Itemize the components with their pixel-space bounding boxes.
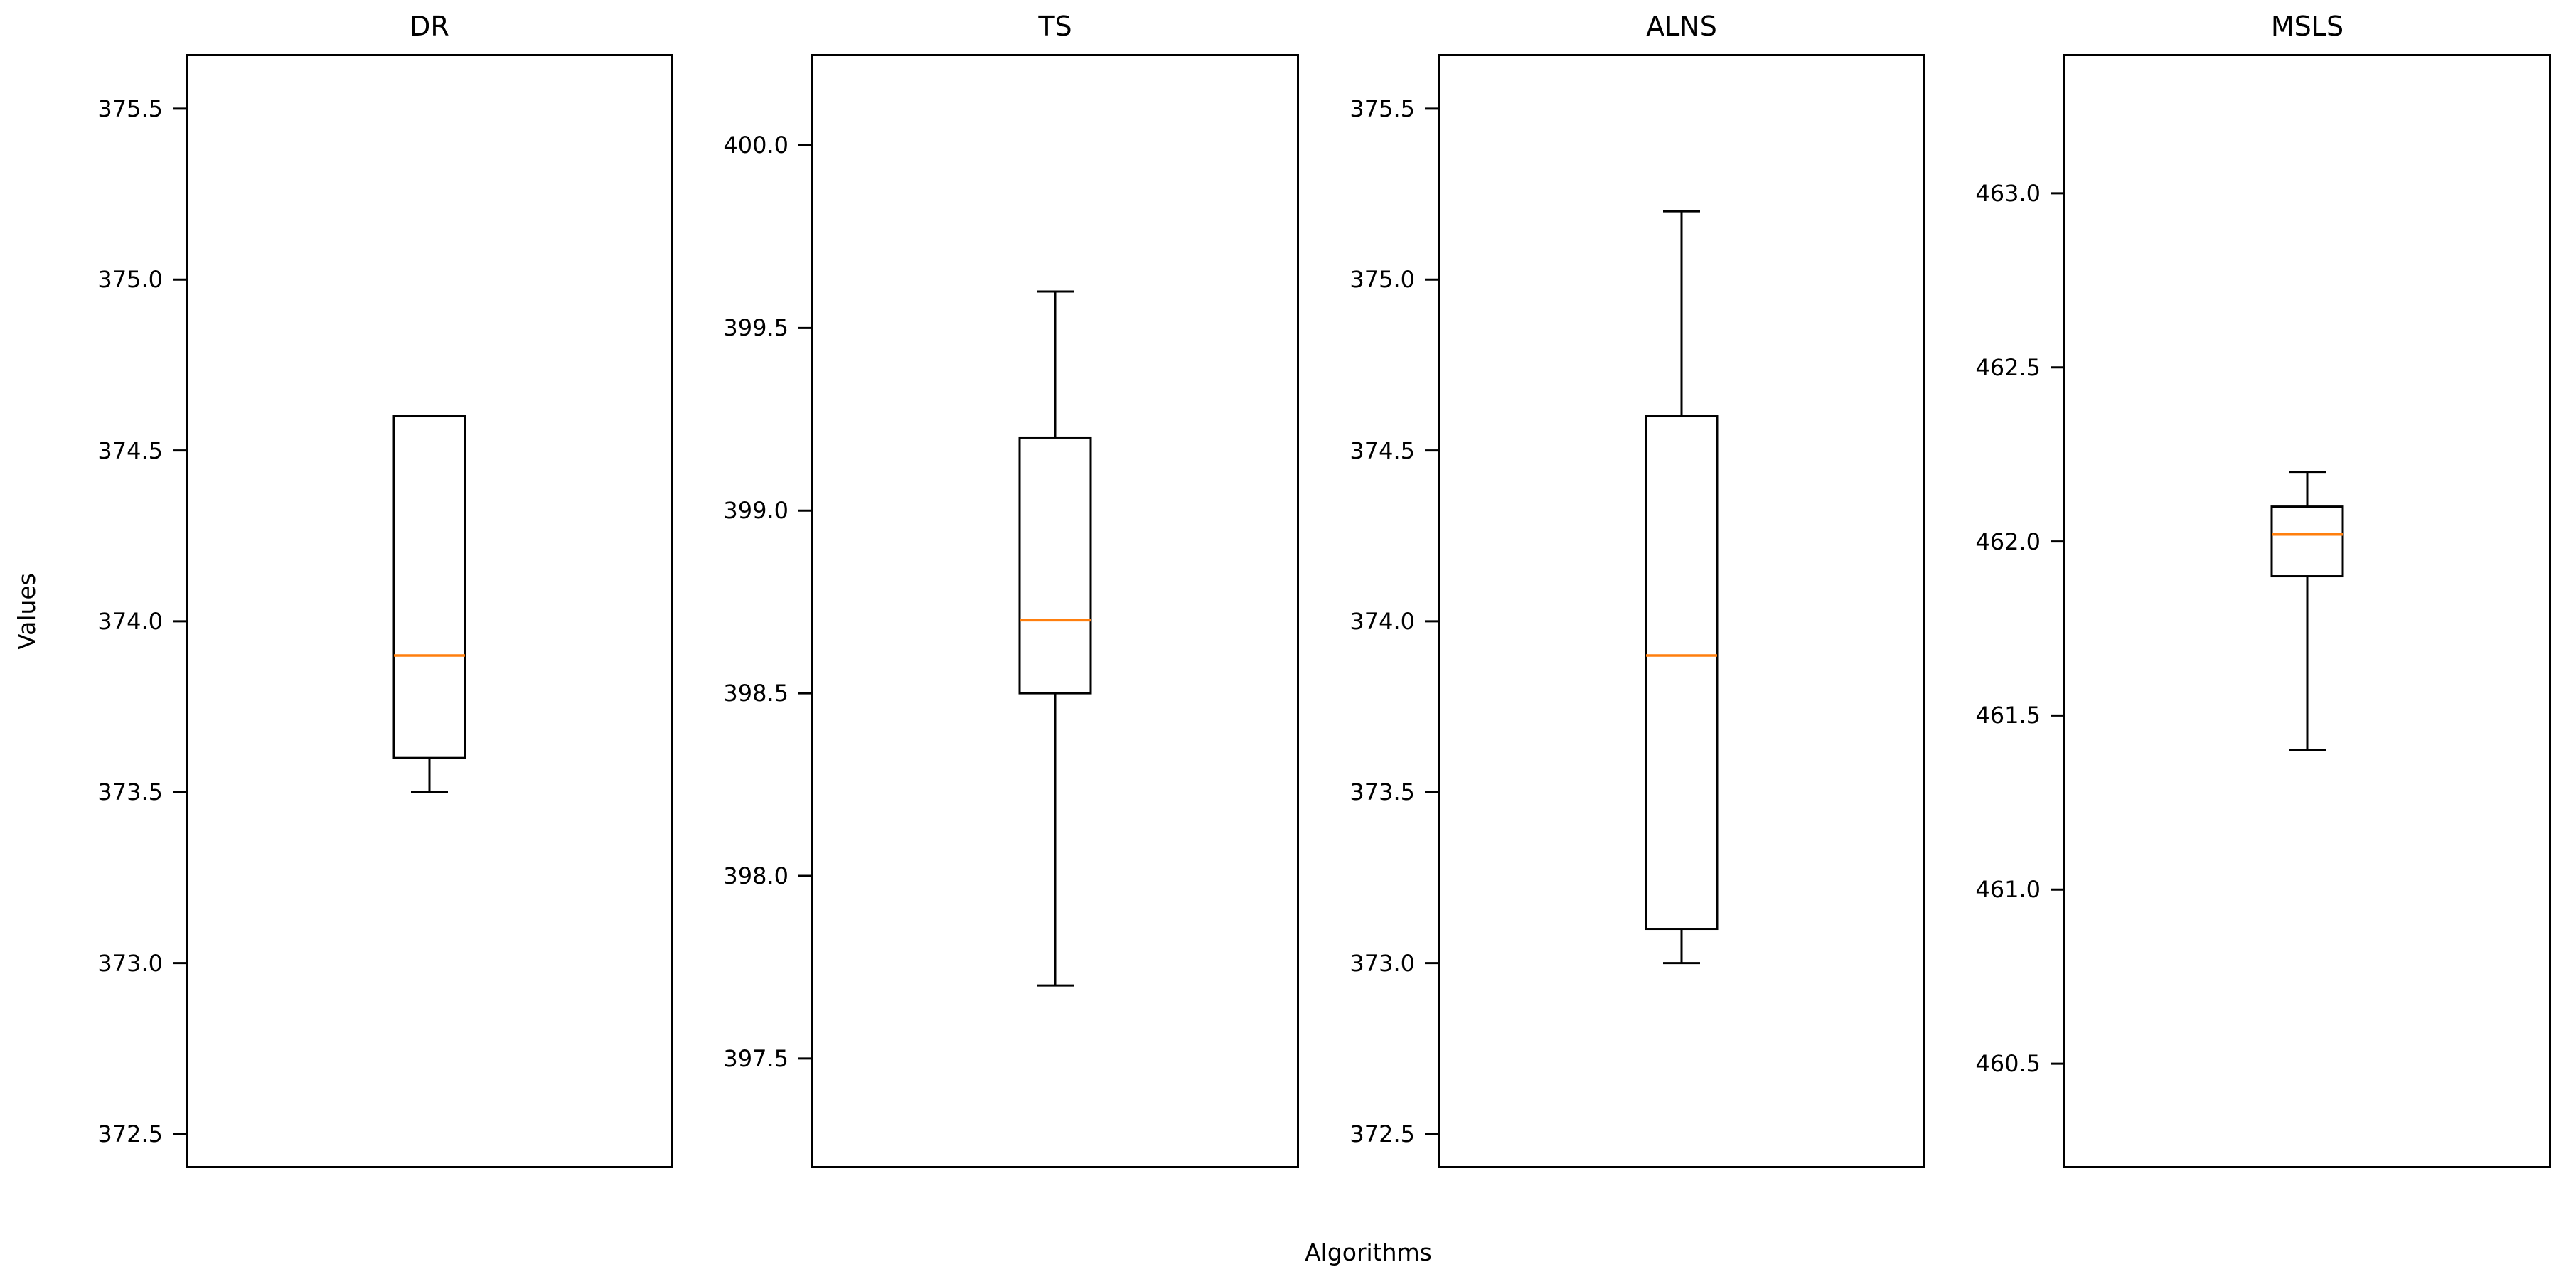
y-tick-label: 375.5 <box>1350 95 1415 122</box>
boxplot-svg <box>173 54 673 1168</box>
y-tick-label: 462.5 <box>1975 353 2041 381</box>
y-tick-label: 373.0 <box>1350 949 1415 977</box>
subplot-dr: DR 372.5 373.0 373.5 374.0 374.5 375.0 375.5 <box>29 0 673 1284</box>
iqr-box <box>1018 436 1092 695</box>
y-tick-label: 397.5 <box>723 1044 789 1072</box>
y-tick-label: 460.5 <box>1975 1050 2041 1078</box>
y-tick-label: 375.5 <box>97 95 163 122</box>
subplot-msls: MSLS 460.5 461.0 461.5 462.0 462.5 463.0 <box>1907 0 2551 1284</box>
y-tick-label: 373.5 <box>97 779 163 806</box>
axes-area: 372.5 373.0 373.5 374.0 374.5 375.0 375.5 <box>97 54 673 1168</box>
iqr-box <box>2270 505 2344 578</box>
axes-area: 372.5 373.0 373.5 374.0 374.5 375.0 375.5 <box>1350 54 1925 1168</box>
y-tick-label: 461.0 <box>1975 876 2041 904</box>
subplot-title: DR <box>410 11 449 42</box>
subplot-title: TS <box>1038 11 1072 42</box>
axes-area: 460.5 461.0 461.5 462.0 462.5 463.0 <box>1975 54 2551 1168</box>
y-tick-label: 462.0 <box>1975 528 2041 555</box>
boxplot-svg <box>798 54 1299 1168</box>
y-tick-label: 374.5 <box>97 437 163 464</box>
y-tick-label: 399.5 <box>723 314 789 342</box>
subplot-alns: ALNS 372.5 373.0 373.5 374.0 374.5 375.0 375.5 <box>1281 0 1925 1284</box>
iqr-box <box>392 415 466 759</box>
y-tick-label: 398.5 <box>723 680 789 707</box>
y-tick-label: 398.0 <box>723 862 789 889</box>
y-tick-label: 374.0 <box>97 607 163 635</box>
subplot-title: ALNS <box>1646 11 1717 42</box>
y-tick-label: 372.5 <box>97 1120 163 1147</box>
y-tick-label: 373.5 <box>1350 779 1415 806</box>
axes-area: 397.5 398.0 398.5 399.0 399.5 400.0 <box>723 54 1299 1168</box>
axes-frame <box>2063 54 2551 1168</box>
boxplot-svg <box>1425 54 1925 1168</box>
iqr-box <box>1645 415 1719 931</box>
y-tick-label: 461.5 <box>1975 702 2041 729</box>
subplot-ts: TS 397.5 398.0 398.5 399.0 399.5 400.0 <box>655 0 1299 1284</box>
subplot-title: MSLS <box>2270 11 2344 42</box>
axes-frame <box>186 54 673 1168</box>
y-tick-label: 375.0 <box>1350 266 1415 294</box>
axes-frame <box>811 54 1299 1168</box>
y-tick-label: 400.0 <box>723 132 789 159</box>
y-tick-label: 463.0 <box>1975 179 2041 207</box>
y-tick-label: 372.5 <box>1350 1120 1415 1147</box>
boxplot-svg <box>2051 54 2551 1168</box>
y-tick-label: 373.0 <box>97 949 163 977</box>
x-axis-label: Algorithms <box>1305 1238 1432 1266</box>
y-tick-label: 374.5 <box>1350 437 1415 464</box>
y-tick-label: 399.0 <box>723 497 789 525</box>
axes-frame <box>1438 54 1925 1168</box>
y-tick-label: 374.0 <box>1350 607 1415 635</box>
y-tick-label: 375.0 <box>97 266 163 294</box>
